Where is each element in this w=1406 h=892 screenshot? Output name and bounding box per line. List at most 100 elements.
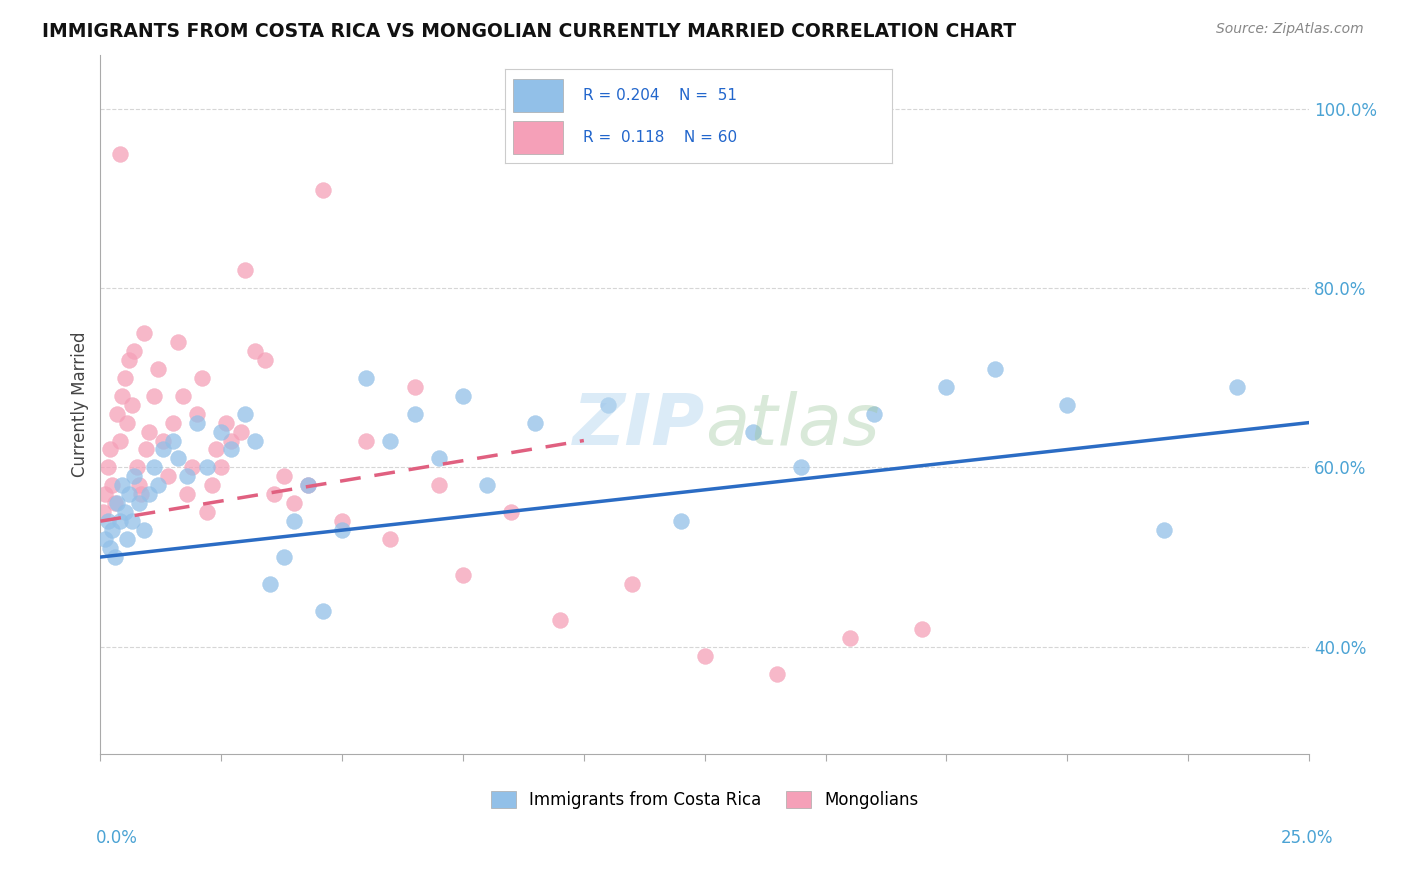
Point bbox=[273, 549, 295, 564]
Point bbox=[235, 263, 257, 277]
Point bbox=[152, 434, 174, 448]
Point bbox=[427, 478, 450, 492]
Point bbox=[312, 183, 335, 197]
Point bbox=[790, 460, 813, 475]
Point bbox=[162, 416, 184, 430]
Point bbox=[243, 434, 266, 448]
Point bbox=[115, 416, 138, 430]
Point bbox=[693, 648, 716, 663]
Point bbox=[380, 532, 402, 546]
Point bbox=[200, 478, 222, 492]
Point bbox=[142, 389, 165, 403]
Text: 25.0%: 25.0% bbox=[1281, 829, 1333, 847]
Point bbox=[404, 380, 426, 394]
Point bbox=[235, 407, 257, 421]
Y-axis label: Currently Married: Currently Married bbox=[72, 332, 89, 477]
Point bbox=[94, 532, 117, 546]
Point bbox=[128, 496, 150, 510]
Point bbox=[135, 442, 157, 457]
Point bbox=[142, 460, 165, 475]
Point bbox=[524, 416, 547, 430]
Point bbox=[94, 487, 117, 501]
Point bbox=[766, 666, 789, 681]
Point bbox=[219, 442, 242, 457]
Point bbox=[243, 343, 266, 358]
Point bbox=[195, 505, 218, 519]
Point bbox=[91, 505, 114, 519]
Point bbox=[108, 434, 131, 448]
Point bbox=[104, 496, 127, 510]
Point bbox=[97, 514, 120, 528]
Point bbox=[475, 478, 498, 492]
Point bbox=[501, 505, 523, 519]
Point bbox=[105, 407, 128, 421]
Point bbox=[157, 469, 180, 483]
Point bbox=[427, 451, 450, 466]
Point bbox=[283, 514, 305, 528]
Point bbox=[121, 398, 143, 412]
Point bbox=[596, 398, 619, 412]
Point bbox=[172, 389, 194, 403]
Point bbox=[229, 425, 252, 439]
Point bbox=[97, 460, 120, 475]
Point bbox=[148, 478, 170, 492]
Point bbox=[742, 425, 765, 439]
Point bbox=[911, 622, 934, 636]
Point bbox=[205, 442, 228, 457]
Text: ZIP: ZIP bbox=[572, 392, 704, 460]
Point bbox=[108, 514, 131, 528]
Point bbox=[215, 416, 238, 430]
Point bbox=[219, 434, 242, 448]
Point bbox=[166, 451, 188, 466]
Point bbox=[312, 604, 335, 618]
Point bbox=[121, 514, 143, 528]
Text: 0.0%: 0.0% bbox=[96, 829, 138, 847]
Point bbox=[669, 514, 692, 528]
Point bbox=[98, 442, 121, 457]
Point bbox=[404, 407, 426, 421]
Point bbox=[838, 631, 860, 645]
Point bbox=[105, 496, 128, 510]
Point bbox=[253, 352, 276, 367]
Point bbox=[114, 505, 136, 519]
Point bbox=[548, 613, 571, 627]
Point bbox=[166, 334, 188, 349]
Point bbox=[263, 487, 285, 501]
Point bbox=[104, 549, 127, 564]
Point bbox=[283, 496, 305, 510]
Point bbox=[152, 442, 174, 457]
Point bbox=[131, 487, 153, 501]
Point bbox=[114, 371, 136, 385]
Point bbox=[863, 407, 886, 421]
Point bbox=[380, 434, 402, 448]
Point bbox=[451, 568, 474, 582]
Point bbox=[1153, 523, 1175, 537]
Point bbox=[118, 352, 141, 367]
Point bbox=[621, 577, 644, 591]
Text: IMMIGRANTS FROM COSTA RICA VS MONGOLIAN CURRENTLY MARRIED CORRELATION CHART: IMMIGRANTS FROM COSTA RICA VS MONGOLIAN … bbox=[42, 22, 1017, 41]
Point bbox=[186, 407, 208, 421]
Point bbox=[162, 434, 184, 448]
Text: Source: ZipAtlas.com: Source: ZipAtlas.com bbox=[1216, 22, 1364, 37]
Point bbox=[122, 343, 145, 358]
Legend: Immigrants from Costa Rica, Mongolians: Immigrants from Costa Rica, Mongolians bbox=[484, 784, 925, 816]
Point bbox=[1056, 398, 1078, 412]
Point bbox=[101, 478, 124, 492]
Point bbox=[186, 416, 208, 430]
Point bbox=[356, 371, 378, 385]
Point bbox=[111, 389, 134, 403]
Point bbox=[273, 469, 295, 483]
Point bbox=[195, 460, 218, 475]
Text: atlas: atlas bbox=[704, 392, 879, 460]
Point bbox=[191, 371, 214, 385]
Point bbox=[330, 523, 353, 537]
Point bbox=[297, 478, 319, 492]
Point bbox=[330, 514, 353, 528]
Point bbox=[101, 523, 124, 537]
Point bbox=[138, 487, 160, 501]
Point bbox=[138, 425, 160, 439]
Point bbox=[115, 532, 138, 546]
Point bbox=[209, 460, 232, 475]
Point bbox=[209, 425, 232, 439]
Point bbox=[111, 478, 134, 492]
